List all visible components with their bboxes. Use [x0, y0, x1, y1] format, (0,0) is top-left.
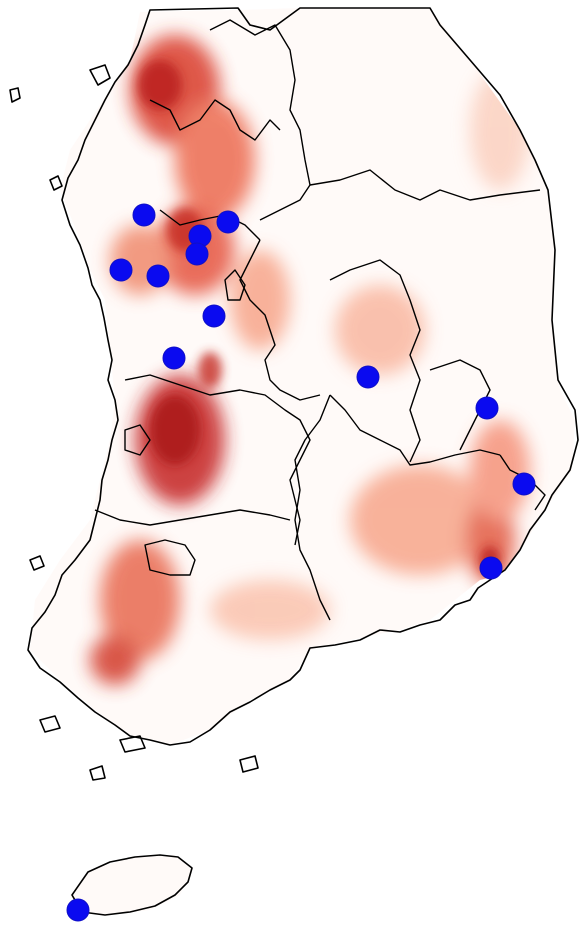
location-marker: [479, 556, 503, 580]
location-marker: [356, 365, 380, 389]
location-marker: [512, 472, 536, 496]
location-marker: [132, 203, 156, 227]
province-borders: [94, 19, 546, 621]
marker-layer: [66, 203, 536, 922]
location-marker: [185, 242, 209, 266]
islands: [9, 64, 259, 781]
location-marker: [475, 396, 499, 420]
location-marker: [146, 264, 170, 288]
location-marker: [202, 304, 226, 328]
location-marker: [109, 258, 133, 282]
coastline: [27, 7, 579, 916]
location-marker: [216, 210, 240, 234]
location-marker: [66, 898, 90, 922]
location-marker: [162, 346, 186, 370]
